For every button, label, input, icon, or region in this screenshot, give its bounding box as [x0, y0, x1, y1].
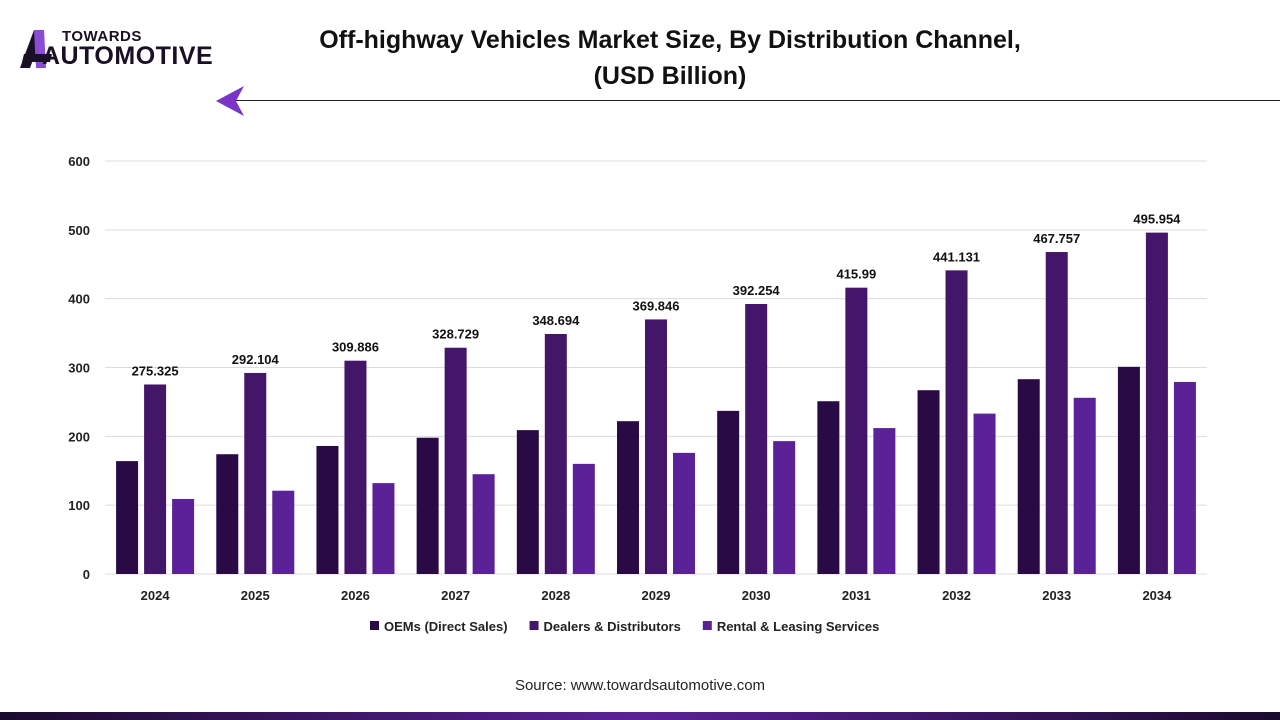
- bottom-accent-bar: [0, 712, 1280, 720]
- y-tick-label: 300: [68, 361, 90, 376]
- bar-rental-leasing-services: [172, 498, 195, 574]
- legend-swatch: [529, 621, 539, 630]
- bar-rental-leasing-services: [873, 428, 896, 574]
- title-divider: [236, 100, 1280, 101]
- x-tick-label: 2032: [942, 588, 971, 603]
- data-label: 369.846: [633, 298, 680, 313]
- data-label: 348.694: [532, 313, 580, 328]
- bar-oems-direct-sales-: [917, 390, 940, 574]
- data-label: 328.729: [432, 327, 479, 342]
- x-tick-label: 2025: [241, 588, 270, 603]
- bar-rental-leasing-services: [372, 483, 395, 574]
- source-text: Source: www.towardsautomotive.com: [514, 677, 766, 694]
- bar-rental-leasing-services: [1173, 381, 1196, 574]
- bar-oems-direct-sales-: [1117, 366, 1140, 574]
- bar-dealers-distributors: [144, 384, 167, 574]
- bar-oems-direct-sales-: [516, 430, 539, 574]
- data-label: 392.254: [733, 283, 781, 298]
- y-tick-label: 400: [68, 292, 90, 307]
- bar-rental-leasing-services: [1073, 397, 1096, 574]
- bar-rental-leasing-services: [472, 474, 495, 574]
- bar-dealers-distributors: [444, 347, 467, 574]
- y-tick-label: 0: [83, 567, 90, 582]
- arrow-left-icon: [216, 86, 244, 116]
- bar-oems-direct-sales-: [617, 421, 639, 574]
- x-tick-label: 2033: [1042, 588, 1071, 603]
- bar-oems-direct-sales-: [316, 445, 339, 574]
- x-tick-label: 2030: [742, 588, 771, 603]
- bar-rental-leasing-services: [773, 441, 796, 574]
- bar-dealers-distributors: [1045, 252, 1068, 574]
- data-label: 275.325: [132, 363, 179, 378]
- bar-rental-leasing-services: [973, 413, 996, 574]
- legend-label: Rental & Leasing Services: [717, 619, 880, 634]
- bar-dealers-distributors: [645, 319, 667, 574]
- bar-oems-direct-sales-: [1017, 379, 1040, 574]
- bar-oems-direct-sales-: [717, 410, 740, 574]
- x-tick-label: 2034: [1142, 588, 1172, 603]
- bar-dealers-distributors: [745, 303, 768, 574]
- title-line-1: Off-highway Vehicles Market Size, By Dis…: [319, 26, 1021, 54]
- logo-text-top: TOWARDS: [62, 28, 142, 45]
- bar-dealers-distributors: [544, 333, 567, 574]
- bar-rental-leasing-services: [673, 452, 695, 574]
- y-tick-label: 100: [68, 498, 90, 513]
- logo-mark-icon: [20, 30, 52, 68]
- data-label: 309.886: [332, 340, 379, 355]
- data-label: 415.99: [836, 267, 876, 282]
- data-label: 292.104: [232, 352, 280, 367]
- logo-text-bottom: AUTOMOTIVE: [42, 42, 214, 70]
- x-tick-label: 2028: [541, 588, 570, 603]
- bar-oems-direct-sales-: [416, 437, 439, 574]
- bar-dealers-distributors: [344, 360, 367, 574]
- data-label: 495.954: [1133, 212, 1181, 227]
- x-tick-label: 2027: [441, 588, 470, 603]
- y-tick-label: 500: [68, 223, 90, 238]
- logo: TOWARDS AUTOMOTIVE: [20, 28, 225, 70]
- bar-rental-leasing-services: [272, 490, 295, 574]
- x-tick-label: 2024: [141, 588, 171, 603]
- bar-oems-direct-sales-: [817, 401, 840, 574]
- bar-dealers-distributors: [945, 270, 968, 574]
- chart-title: Off-highway Vehicles Market Size, By Dis…: [250, 22, 1090, 94]
- y-tick-label: 200: [68, 429, 90, 444]
- bar-dealers-distributors: [1145, 232, 1168, 574]
- bar-oems-direct-sales-: [216, 454, 239, 574]
- x-tick-label: 2026: [341, 588, 370, 603]
- bar-dealers-distributors: [845, 287, 868, 574]
- bar-dealers-distributors: [244, 372, 267, 574]
- legend-label: OEMs (Direct Sales): [384, 619, 508, 634]
- title-line-2: (USD Billion): [593, 62, 747, 90]
- x-tick-label: 2029: [642, 588, 671, 603]
- legend-swatch: [702, 621, 712, 630]
- bar-oems-direct-sales-: [116, 461, 139, 574]
- data-label: 441.131: [933, 249, 980, 264]
- bar-rental-leasing-services: [572, 463, 595, 574]
- x-tick-label: 2031: [842, 588, 871, 603]
- legend-label: Dealers & Distributors: [544, 619, 681, 634]
- data-label: 467.757: [1033, 231, 1080, 246]
- y-tick-label: 600: [68, 154, 90, 169]
- legend-swatch: [370, 621, 379, 630]
